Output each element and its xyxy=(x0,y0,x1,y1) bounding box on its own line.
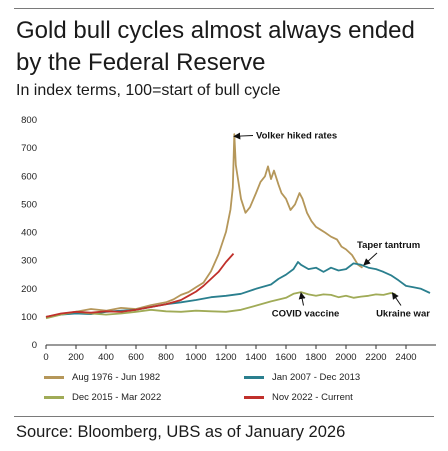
y-tick-label: 600 xyxy=(21,171,37,182)
series-line xyxy=(45,133,363,318)
x-tick-label: 600 xyxy=(128,352,144,363)
x-tick-label: 800 xyxy=(158,352,174,363)
legend-item: Aug 1976 - Jun 1982 xyxy=(44,372,160,383)
annotation-label: Volker hiked rates xyxy=(256,130,337,141)
x-tick-label: 2000 xyxy=(335,352,356,363)
annotation-label: Ukraine war xyxy=(376,309,430,320)
legend-item: Jan 2007 - Dec 2013 xyxy=(244,372,360,383)
top-rule xyxy=(14,8,434,9)
annotation-layer: Volker hiked rates Taper tantrum COVID vac… xyxy=(233,130,430,320)
series-layer xyxy=(45,133,431,320)
legend-item: Dec 2015 - Mar 2022 xyxy=(44,392,161,403)
annotation-arrow xyxy=(391,292,402,306)
legend-swatch xyxy=(44,396,64,399)
annotation-label: COVID vaccine xyxy=(272,309,340,320)
x-tick-label: 1800 xyxy=(305,352,326,363)
legend-label: Dec 2015 - Mar 2022 xyxy=(72,392,162,403)
annotation-label: Taper tantrum xyxy=(357,240,420,251)
x-tick-label: 400 xyxy=(98,352,114,363)
page-subtitle: In index terms, 100=start of bull cycle xyxy=(16,82,281,99)
chart-legend: Aug 1976 - Jun 1982 Jan 2007 - Dec 2013 De… xyxy=(44,372,448,408)
x-tick-label: 1600 xyxy=(275,352,296,363)
y-tick-label: 0 xyxy=(32,340,37,351)
bottom-rule xyxy=(14,416,434,417)
source-note: Source: Bloomberg, UBS as of January 202… xyxy=(16,423,346,441)
x-tick-label: 1400 xyxy=(245,352,266,363)
series-line xyxy=(45,291,396,320)
legend-swatch xyxy=(244,376,264,379)
series-line xyxy=(45,253,235,318)
y-tick-label: 400 xyxy=(21,228,37,239)
y-tick-label: 500 xyxy=(21,199,37,210)
y-tick-label: 100 xyxy=(21,312,37,323)
y-tick-label: 300 xyxy=(21,256,37,267)
annotation-arrow xyxy=(363,252,378,266)
annotation-arrow xyxy=(298,291,306,306)
x-tick-label: 200 xyxy=(68,352,84,363)
x-tick-label: 2400 xyxy=(395,352,416,363)
annotation-arrow xyxy=(233,132,254,140)
legend-swatch xyxy=(44,376,64,379)
x-tick-label: 1000 xyxy=(185,352,206,363)
x-tick-label: 2200 xyxy=(365,352,386,363)
line-chart: 0 100 200 300 400 500 600 700 800 0 200 400 600 800 1… xyxy=(21,115,436,363)
y-tick-label: 200 xyxy=(21,284,37,295)
x-tick-label: 1200 xyxy=(215,352,236,363)
y-tick-label: 800 xyxy=(21,115,37,126)
legend-label: Nov 2022 - Current xyxy=(272,392,353,403)
series-line xyxy=(45,261,431,318)
legend-label: Jan 2007 - Dec 2013 xyxy=(272,372,361,383)
x-axis: 0 200 400 600 800 1000 1200 1400 1600 1800 2000 220… xyxy=(43,344,436,363)
page-title: Gold bull cycles almost always ended by … xyxy=(16,17,415,76)
legend-item: Nov 2022 - Current xyxy=(244,392,353,403)
legend-label: Aug 1976 - Jun 1982 xyxy=(72,372,161,383)
y-tick-label: 700 xyxy=(21,143,37,154)
x-tick-label: 0 xyxy=(43,352,48,363)
legend-swatch xyxy=(244,396,264,399)
y-axis: 0 100 200 300 400 500 600 700 800 xyxy=(21,115,37,351)
